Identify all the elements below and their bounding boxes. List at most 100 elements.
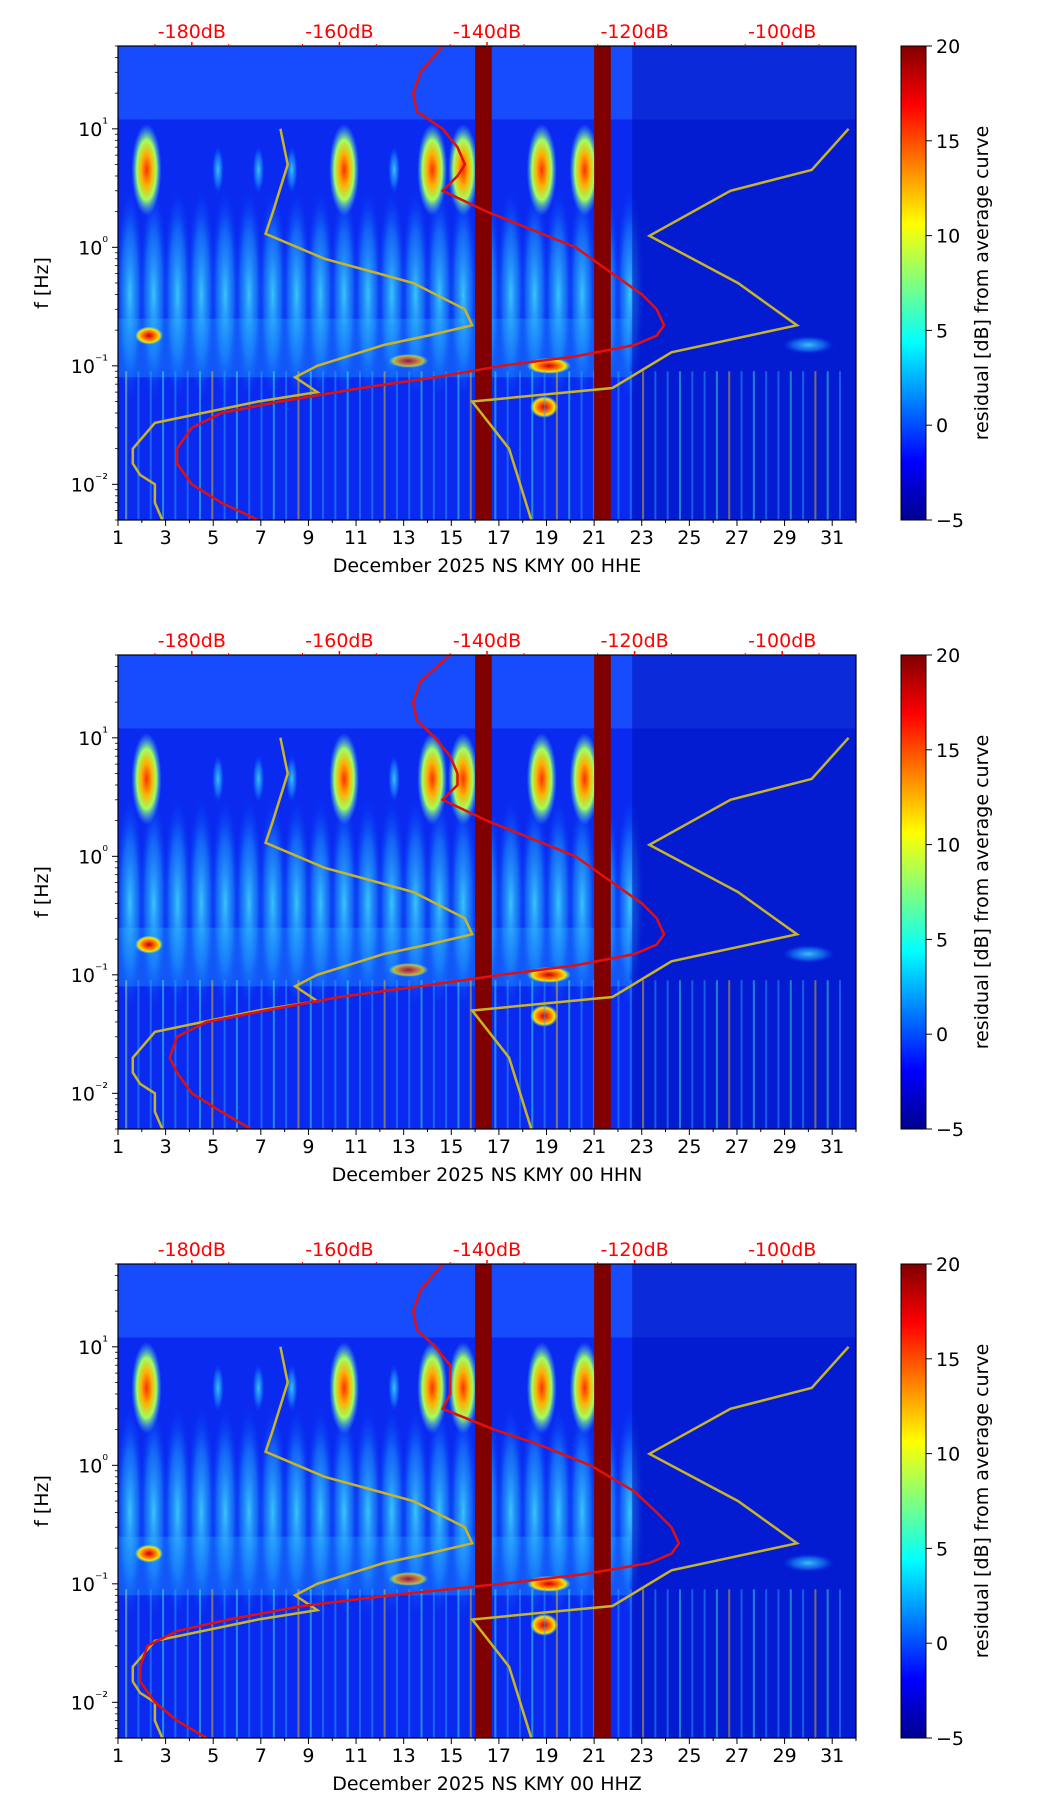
daily-noise-glow [282,798,311,1009]
transient-streak [752,371,755,520]
masked-day [475,46,492,520]
average-psd-curve [138,1264,681,1738]
noise-burst-minor [285,145,298,194]
transient-streak [174,980,177,1129]
transient-streak [420,1589,423,1738]
quiet-period [632,1264,856,1738]
transient-streak [223,371,226,520]
top-db-tick-label: -100dB [748,21,816,43]
noise-burst-minor [252,754,265,803]
masked-day [594,655,611,1129]
transient-streak [752,980,755,1129]
transient-streak [457,980,460,1129]
transient-streak [248,980,251,1129]
daily-noise-glow [282,189,311,400]
daily-noise-glow [306,1407,335,1618]
transient-streak [531,980,534,1129]
x-tick-label: 27 [725,527,749,549]
transient-streak [432,1589,435,1738]
colorbar-tick-label: 10 [936,226,960,248]
colorbar-tick-label: 15 [936,131,960,153]
transient-streak [555,1589,558,1738]
transient-streak [248,371,251,520]
transient-streak [198,980,201,1129]
x-tick-label: 9 [302,527,314,549]
noise-burst [417,1341,448,1434]
colorbar-label: residual [dB] from average curve [971,1344,993,1659]
noise-burst [329,123,360,216]
transient-streak [174,1589,177,1738]
transient-streak [531,371,534,520]
transient-streak [162,980,165,1129]
daily-noise-glow [377,1407,406,1618]
top-db-tick-label: -120dB [600,630,668,652]
daily-noise-glow [449,189,478,400]
colorbar-tick-label: −5 [936,510,964,532]
nlnm-curve [131,1346,474,1738]
transient-streak [186,980,189,1129]
x-tick-label: 21 [582,1745,606,1767]
colorbar: −5 0 5 10 15 20 residual [dB] from average cur… [900,1254,993,1750]
x-tick-label: 29 [772,1136,796,1158]
noise-burst [448,123,479,216]
x-tick-label: 23 [630,527,654,549]
transient-streak [334,1589,337,1738]
transient-streak [715,1589,718,1738]
colorbar-tick-label: 15 [936,1349,960,1371]
transient-streak [297,371,300,520]
transient-streak [235,980,238,1129]
spectrogram-image [118,655,856,1129]
transient-streak [383,371,386,520]
transient-streak [691,1589,694,1738]
transient-streak [235,371,238,520]
daily-noise-glow [234,798,263,1009]
transient-streak [149,980,152,1129]
transient-streak [297,980,300,1129]
x-tick-label: 21 [582,527,606,549]
transient-streak [125,1589,128,1738]
x-tick-label: 13 [392,1745,416,1767]
transient-streak [260,980,263,1129]
transient-streak [740,371,743,520]
transient-streak [592,1589,595,1738]
transient-streak [186,371,189,520]
transient-streak [346,1589,349,1738]
y-tick-label: 10¹ [78,1334,108,1359]
daily-noise-glow [401,798,430,1009]
daily-noise-glow [377,189,406,400]
transient-streak [285,371,288,520]
transient-streak [297,1589,300,1738]
daily-noise-glow [118,798,144,1009]
transient-streak [740,980,743,1129]
transient-streak [617,980,620,1129]
colorbar-tick-label: 5 [936,320,948,342]
colorbar-tick-label: 5 [936,929,948,951]
y-tick-label: 10⁻¹ [71,1571,108,1596]
x-tick-label: 25 [677,527,701,549]
daily-noise-glow [139,1407,168,1618]
microseism-spot [134,326,163,345]
x-tick-label: 5 [207,527,219,549]
microseism-spot [782,335,835,354]
daily-noise-glow [330,189,359,400]
average-psd-curve [175,46,666,520]
x-tick-label: 15 [439,1745,463,1767]
x-tick-label: 11 [344,1136,368,1158]
daily-noise-glow [449,1407,478,1618]
transient-streak [555,980,558,1129]
transient-streak [531,1589,534,1738]
transient-streak [272,980,275,1129]
top-db-tick-label: -180dB [158,1239,226,1261]
transient-streak [358,980,361,1129]
transient-streak [728,1589,731,1738]
y-axis-label: f [Hz] [31,257,53,309]
transient-streak [580,371,583,520]
transient-streak [395,371,398,520]
top-db-tick-label: -160dB [305,630,373,652]
transient-streak [125,980,128,1129]
x-tick-label: 25 [677,1745,701,1767]
daily-noise-glow [401,189,430,400]
y-tick-label: 10⁰ [78,843,108,868]
x-axis-label: December 2025 NS KMY 00 HHE [333,555,642,577]
